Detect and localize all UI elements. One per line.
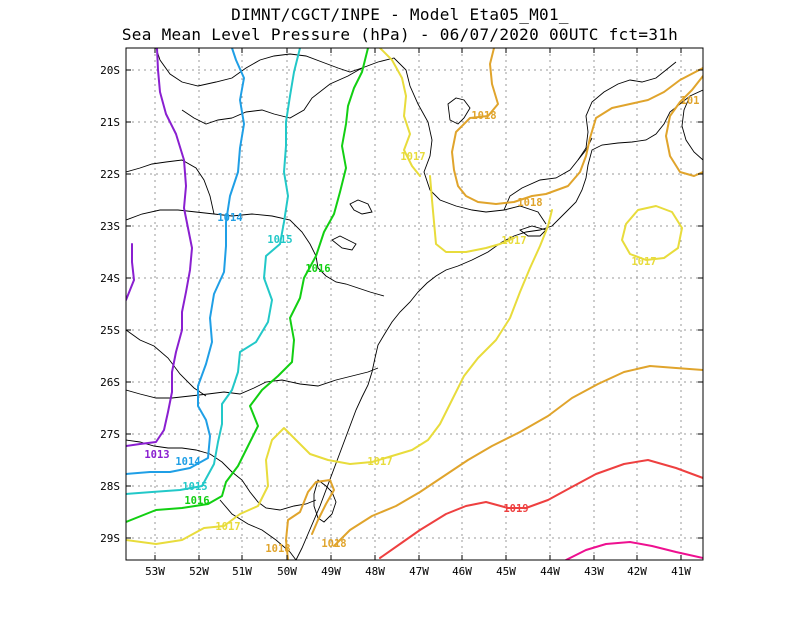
isobar-1015 (126, 48, 301, 495)
lat-label: 26S (100, 376, 120, 389)
lon-label: 52W (189, 565, 209, 578)
lon-label: 47W (409, 565, 429, 578)
axis-ticks (126, 48, 703, 560)
isobar-label: 1016 (305, 263, 330, 275)
state-border-sp-pr (126, 209, 385, 297)
contour-labels: 1013 1014 1014 1015 1015 1016 1016 1017 1017 1017… (144, 95, 699, 555)
isobar-1016 (126, 48, 369, 523)
chart-title: DIMNT/CGCT/INPE - Model Eta05_M01_ (231, 5, 569, 24)
lat-label: 22S (100, 168, 120, 181)
isobar-1017-b (126, 209, 553, 545)
state-border-go-mg (155, 48, 363, 87)
border-uruguay (219, 499, 297, 560)
lat-label: 28S (100, 480, 120, 493)
isobar-1018-c (285, 479, 335, 560)
lon-label: 48W (365, 565, 385, 578)
lon-label: 45W (496, 565, 516, 578)
reservoir-2 (349, 199, 373, 215)
isobar-label: 1017 (367, 456, 392, 468)
lagoon (313, 479, 337, 523)
island-bay (519, 225, 547, 237)
lat-label: 27S (100, 428, 120, 441)
lat-label: 21S (100, 116, 120, 129)
isobar-label: 1015 (182, 481, 207, 493)
lat-label: 20S (100, 64, 120, 77)
lat-label: 29S (100, 532, 120, 545)
isobar-1018-a (451, 48, 703, 205)
isobar-label: 1019 (503, 503, 528, 515)
state-border-ms-sp (181, 109, 233, 125)
isobar-label: 1013 (144, 449, 169, 461)
isobars (126, 48, 703, 560)
lon-label: 42W (627, 565, 647, 578)
lon-label: 44W (540, 565, 560, 578)
isobar-1013-left (126, 243, 135, 301)
isobar-1017-a (379, 48, 421, 177)
isobar-1017-c (429, 175, 515, 253)
isobar-label: 1018 (321, 538, 346, 550)
lon-label: 43W (584, 565, 604, 578)
isobar-label: 1018 (265, 543, 290, 555)
coastline-east (681, 95, 703, 161)
reservoir (447, 97, 471, 125)
map-frame (125, 47, 704, 561)
lon-label: 50W (277, 565, 297, 578)
border-argentina (126, 329, 207, 397)
state-border-sc-rs (126, 439, 317, 511)
isobar-label: 1014 (217, 212, 242, 224)
isobar-1013 (126, 48, 193, 447)
isobar-label: 101 (681, 95, 700, 107)
isobar-label: 1017 (631, 256, 656, 268)
isobar-label: 1016 (184, 495, 209, 507)
state-border-pr-sc (126, 367, 379, 399)
lon-label: 46W (452, 565, 472, 578)
isobar-1014 (126, 48, 245, 475)
state-border-ms-pr (126, 159, 215, 215)
lon-label: 41W (671, 565, 691, 578)
lat-label: 25S (100, 324, 120, 337)
coastline-south (295, 357, 376, 560)
isobar-label: 1018 (471, 110, 496, 122)
coastline (374, 89, 703, 359)
isobar-label: 1017 (501, 235, 526, 247)
isobar-label: 1017 (215, 521, 240, 533)
isobar-1019 (379, 459, 703, 559)
isobar-label: 1015 (267, 234, 292, 246)
lat-label: 23S (100, 220, 120, 233)
isobar-label: 1014 (175, 456, 200, 468)
state-border-mg-rj (503, 137, 593, 211)
isobar-label: 1018 (517, 197, 542, 209)
river-bay (331, 235, 357, 251)
isobar-1020 (565, 541, 703, 560)
lon-label: 51W (232, 565, 252, 578)
lat-lon-grid (126, 48, 703, 560)
isobar-label: 1017 (400, 151, 425, 163)
state-border-mg-es (577, 61, 677, 161)
isobar-1018-d (333, 365, 703, 547)
coastline-and-borders (126, 48, 703, 560)
lat-label: 24S (100, 272, 120, 285)
lon-label: 49W (321, 565, 341, 578)
isobar-1018-b (665, 75, 703, 177)
chart-subtitle: Sea Mean Level Pressure (hPa) - 06/07/20… (121, 25, 679, 44)
state-border-sp-mg (231, 57, 547, 225)
lon-label: 53W (145, 565, 165, 578)
longitude-labels: 53W 52W 51W 50W 49W 48W 47W 46W 45W 44W 43W 42W 41W (145, 565, 691, 578)
isobar-1017-ring (621, 205, 683, 261)
latitude-labels: 20S 21S 22S 23S 24S 25S 26S 27S 28S 29S (100, 64, 120, 545)
